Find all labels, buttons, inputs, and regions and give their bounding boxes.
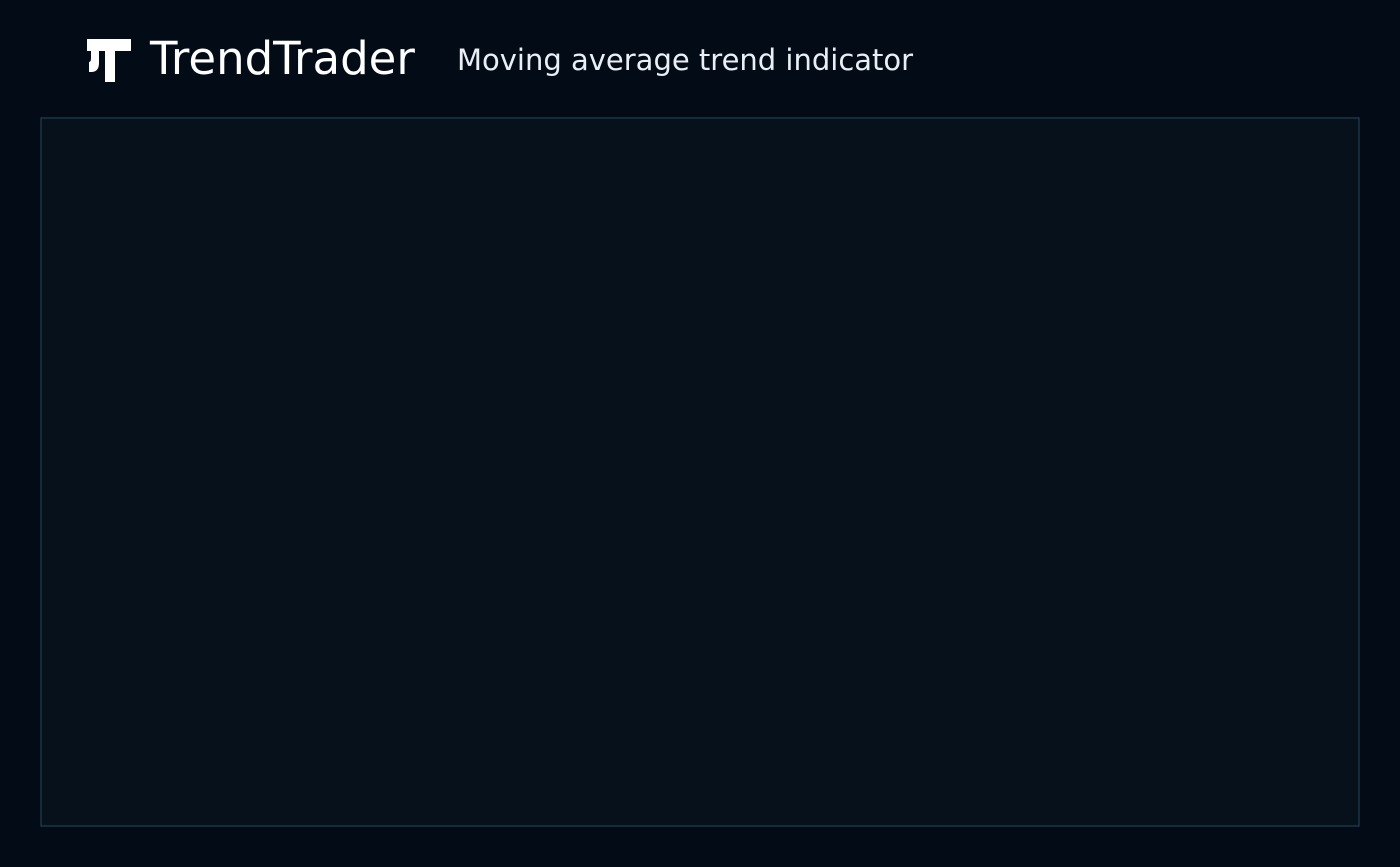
- brand: TrendTrader: [149, 32, 415, 85]
- plot-panel: [40, 117, 1360, 827]
- logo: [87, 39, 131, 82]
- chart-title: Moving average trend indicator: [457, 43, 913, 77]
